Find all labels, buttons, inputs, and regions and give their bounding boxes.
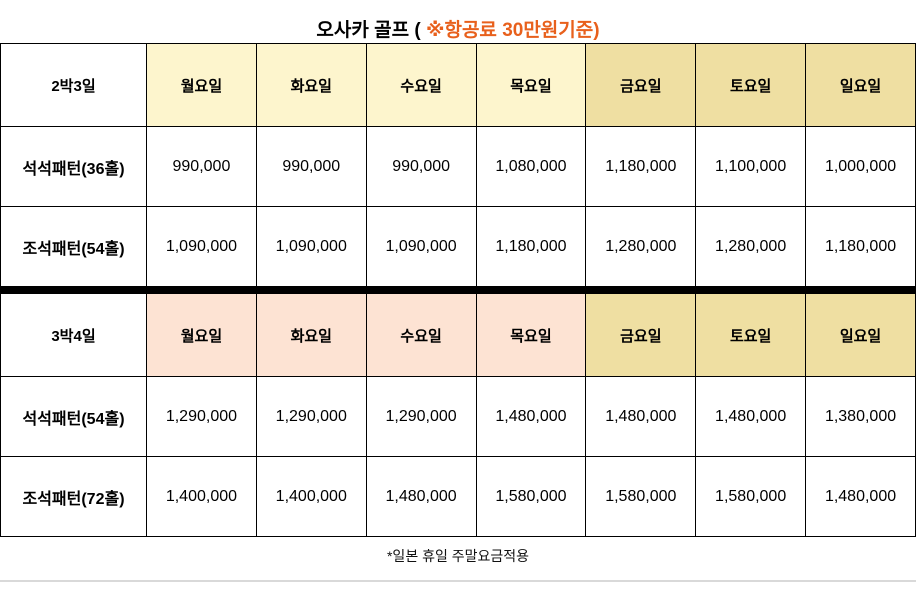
price-cell: 1,580,000 [695, 456, 807, 537]
day-header: 목요일 [475, 43, 587, 127]
title-note: ※항공료 30만원기준) [426, 20, 600, 41]
price-cell: 1,380,000 [805, 376, 916, 457]
day-header: 월요일 [146, 293, 257, 377]
price-cell: 1,180,000 [805, 206, 916, 287]
price-row: 석석패턴(54홀) 1,290,000 1,290,000 1,290,000 1,48… [0, 376, 916, 457]
day-header: 목요일 [475, 293, 587, 377]
price-table-3nights-4days: 3박4일 월요일 화요일 수요일 목요일 금요일 토요일 일요일 석석패턴(54홀) 1,290,… [0, 293, 916, 537]
day-header: 화요일 [255, 43, 367, 127]
price-cell: 990,000 [255, 126, 367, 207]
price-cell: 1,290,000 [255, 376, 367, 457]
footnote: *일본 휴일 주말요금적용 [386, 548, 530, 564]
price-cell: 1,290,000 [365, 376, 477, 457]
price-cell: 1,480,000 [585, 376, 697, 457]
day-header: 금요일 [585, 43, 697, 127]
price-cell: 990,000 [365, 126, 477, 207]
price-cell: 1,480,000 [805, 456, 916, 537]
pattern-label: 조석패턴(72홀) [0, 456, 147, 537]
price-cell: 1,180,000 [475, 206, 587, 287]
price-cell: 990,000 [146, 126, 257, 207]
price-cell: 1,180,000 [585, 126, 697, 207]
price-cell: 1,090,000 [255, 206, 367, 287]
day-header: 월요일 [146, 43, 257, 127]
day-header: 금요일 [585, 293, 697, 377]
price-cell: 1,290,000 [146, 376, 257, 457]
pattern-label: 조석패턴(54홀) [0, 206, 147, 287]
day-header-row: 2박3일 월요일 화요일 수요일 목요일 금요일 토요일 일요일 [0, 43, 916, 127]
page-title: 오사카 골프 ( ※항공료 30만원기준) [0, 0, 916, 43]
day-header: 토요일 [695, 293, 807, 377]
price-cell: 1,100,000 [695, 126, 807, 207]
price-cell: 1,480,000 [695, 376, 807, 457]
price-cell: 1,400,000 [255, 456, 367, 537]
price-cell: 1,280,000 [585, 206, 697, 287]
price-cell: 1,580,000 [585, 456, 697, 537]
pattern-label: 석석패턴(36홀) [0, 126, 147, 207]
price-row: 조석패턴(54홀) 1,090,000 1,090,000 1,090,000 1,18… [0, 206, 916, 287]
day-header: 토요일 [695, 43, 807, 127]
price-cell: 1,090,000 [365, 206, 477, 287]
period-label: 3박4일 [0, 293, 147, 377]
price-cell: 1,280,000 [695, 206, 807, 287]
day-header-row: 3박4일 월요일 화요일 수요일 목요일 금요일 토요일 일요일 [0, 293, 916, 377]
price-cell: 1,000,000 [805, 126, 916, 207]
day-header: 화요일 [255, 293, 367, 377]
price-cell: 1,080,000 [475, 126, 587, 207]
day-header: 수요일 [365, 43, 477, 127]
pattern-label: 석석패턴(54홀) [0, 376, 147, 457]
day-header: 수요일 [365, 293, 477, 377]
day-header: 일요일 [805, 293, 916, 377]
period-label: 2박3일 [0, 43, 147, 127]
price-cell: 1,400,000 [146, 456, 257, 537]
price-cell: 1,090,000 [146, 206, 257, 287]
price-cell: 1,480,000 [365, 456, 477, 537]
day-header: 일요일 [805, 43, 916, 127]
table-divider [0, 287, 916, 293]
price-row: 석석패턴(36홀) 990,000 990,000 990,000 1,080,000 1… [0, 126, 916, 207]
price-row: 조석패턴(72홀) 1,400,000 1,400,000 1,480,000 1,58… [0, 456, 916, 537]
title-main: 오사카 골프 ( [316, 20, 426, 41]
price-cell: 1,580,000 [475, 456, 587, 537]
price-table-2nights-3days: 2박3일 월요일 화요일 수요일 목요일 금요일 토요일 일요일 석석패턴(36홀) 990,00… [0, 43, 916, 287]
bottom-divider [0, 580, 916, 582]
price-cell: 1,480,000 [475, 376, 587, 457]
